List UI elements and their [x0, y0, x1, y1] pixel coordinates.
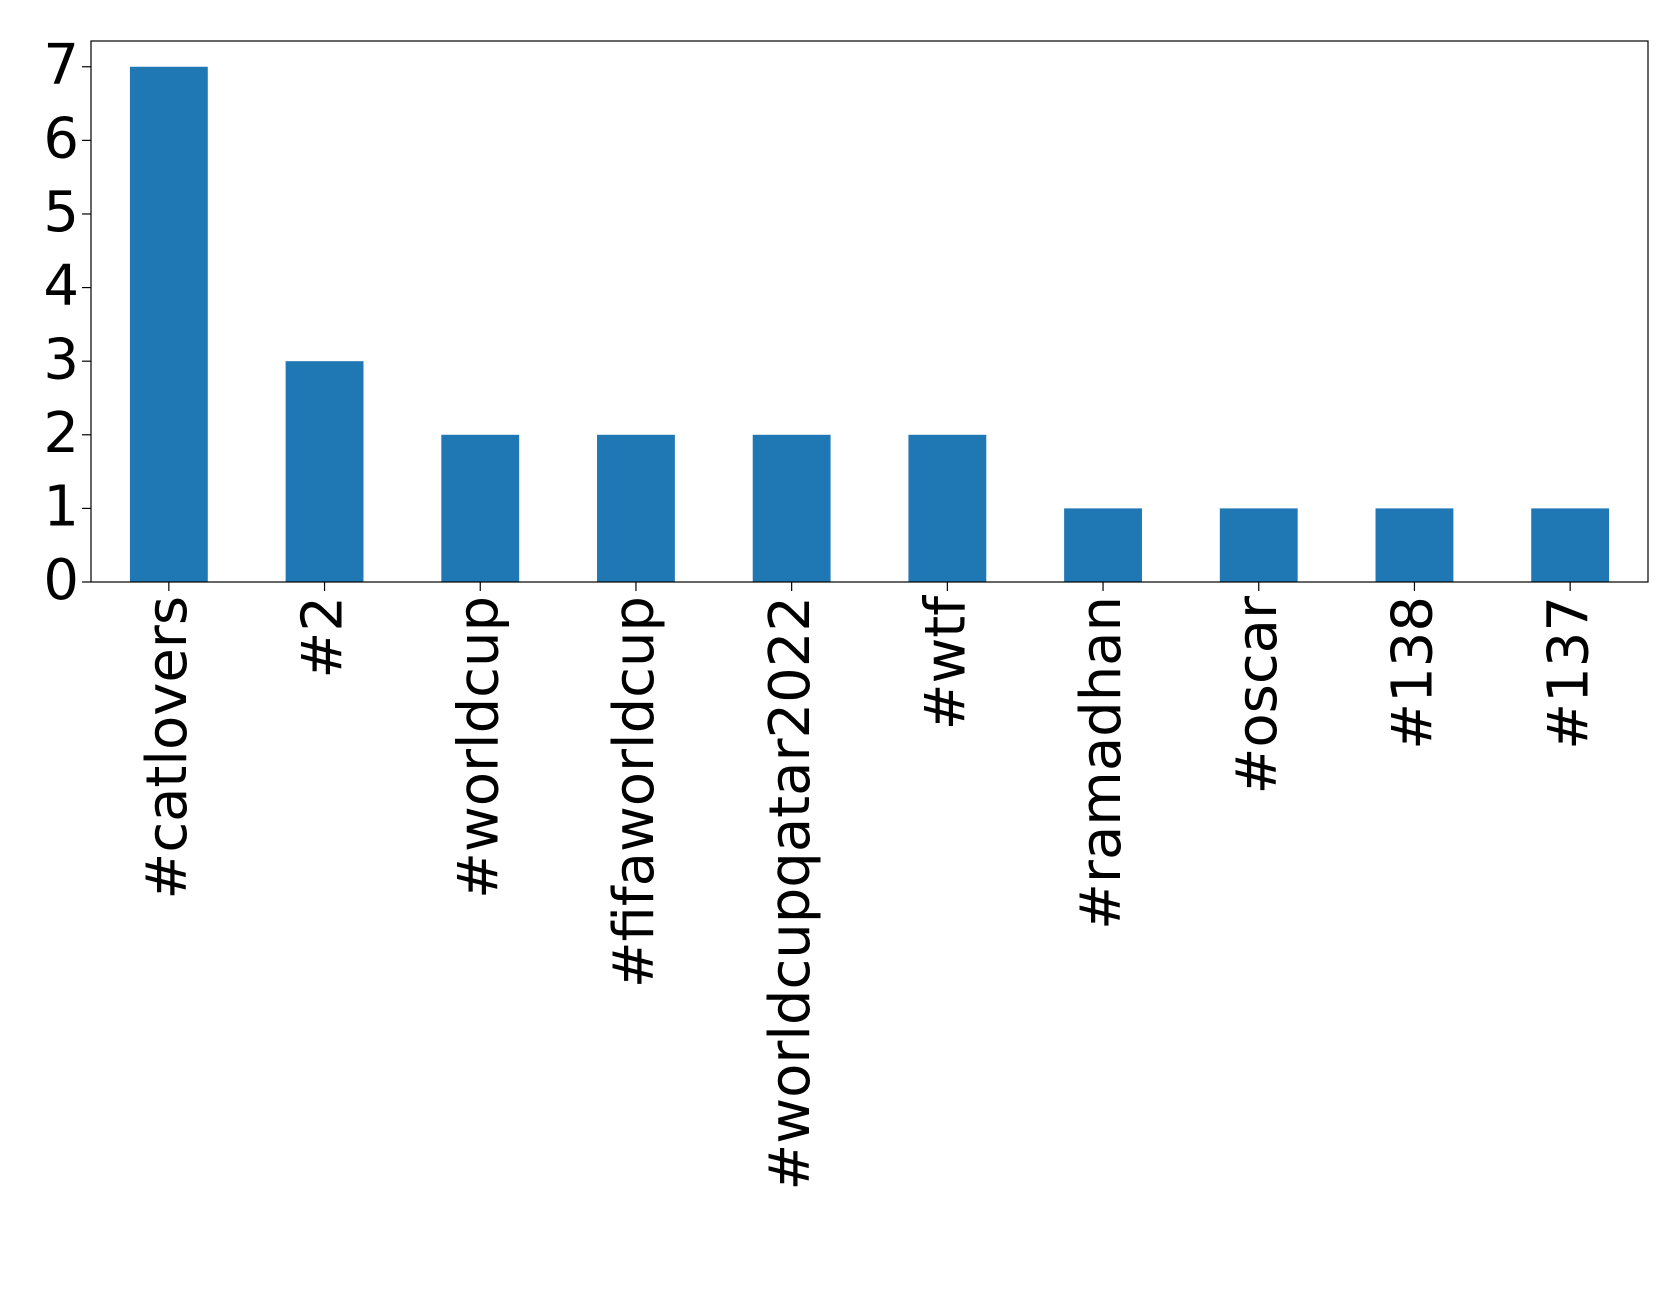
x-tick-label: #2	[291, 596, 356, 679]
y-tick-label: 1	[43, 475, 79, 540]
x-tick-label: #ramadhan	[1069, 596, 1134, 930]
y-tick-label: 6	[43, 107, 79, 172]
y-tick-label: 3	[43, 327, 79, 392]
y-tick-label: 4	[43, 254, 79, 319]
y-tick-label: 2	[43, 401, 79, 466]
bar	[129, 66, 208, 582]
bar	[597, 434, 675, 582]
bar	[441, 434, 520, 582]
x-tick-label: #oscar	[1225, 595, 1290, 794]
x-tick-label: #worldcupqatar2022	[758, 596, 823, 1191]
plot-frame	[90, 40, 1649, 583]
x-tick-label: #catlovers	[135, 596, 200, 900]
x-tick-label: #fifaworldcup	[602, 596, 667, 988]
y-tick-label: 5	[43, 180, 79, 245]
x-tick-label: #138	[1381, 596, 1446, 750]
bar	[1375, 508, 1454, 582]
x-tick-label: #worldcup	[446, 596, 511, 899]
bar	[1219, 508, 1298, 582]
bar	[752, 434, 831, 582]
y-tick-label: 7	[43, 33, 79, 98]
x-tick-label: #wtf	[913, 595, 978, 731]
bar	[285, 361, 364, 582]
bar	[908, 434, 987, 582]
bar	[1531, 508, 1610, 582]
x-tick-label: #137	[1536, 596, 1601, 750]
y-tick-label: 0	[43, 548, 79, 613]
bar	[1064, 508, 1142, 582]
